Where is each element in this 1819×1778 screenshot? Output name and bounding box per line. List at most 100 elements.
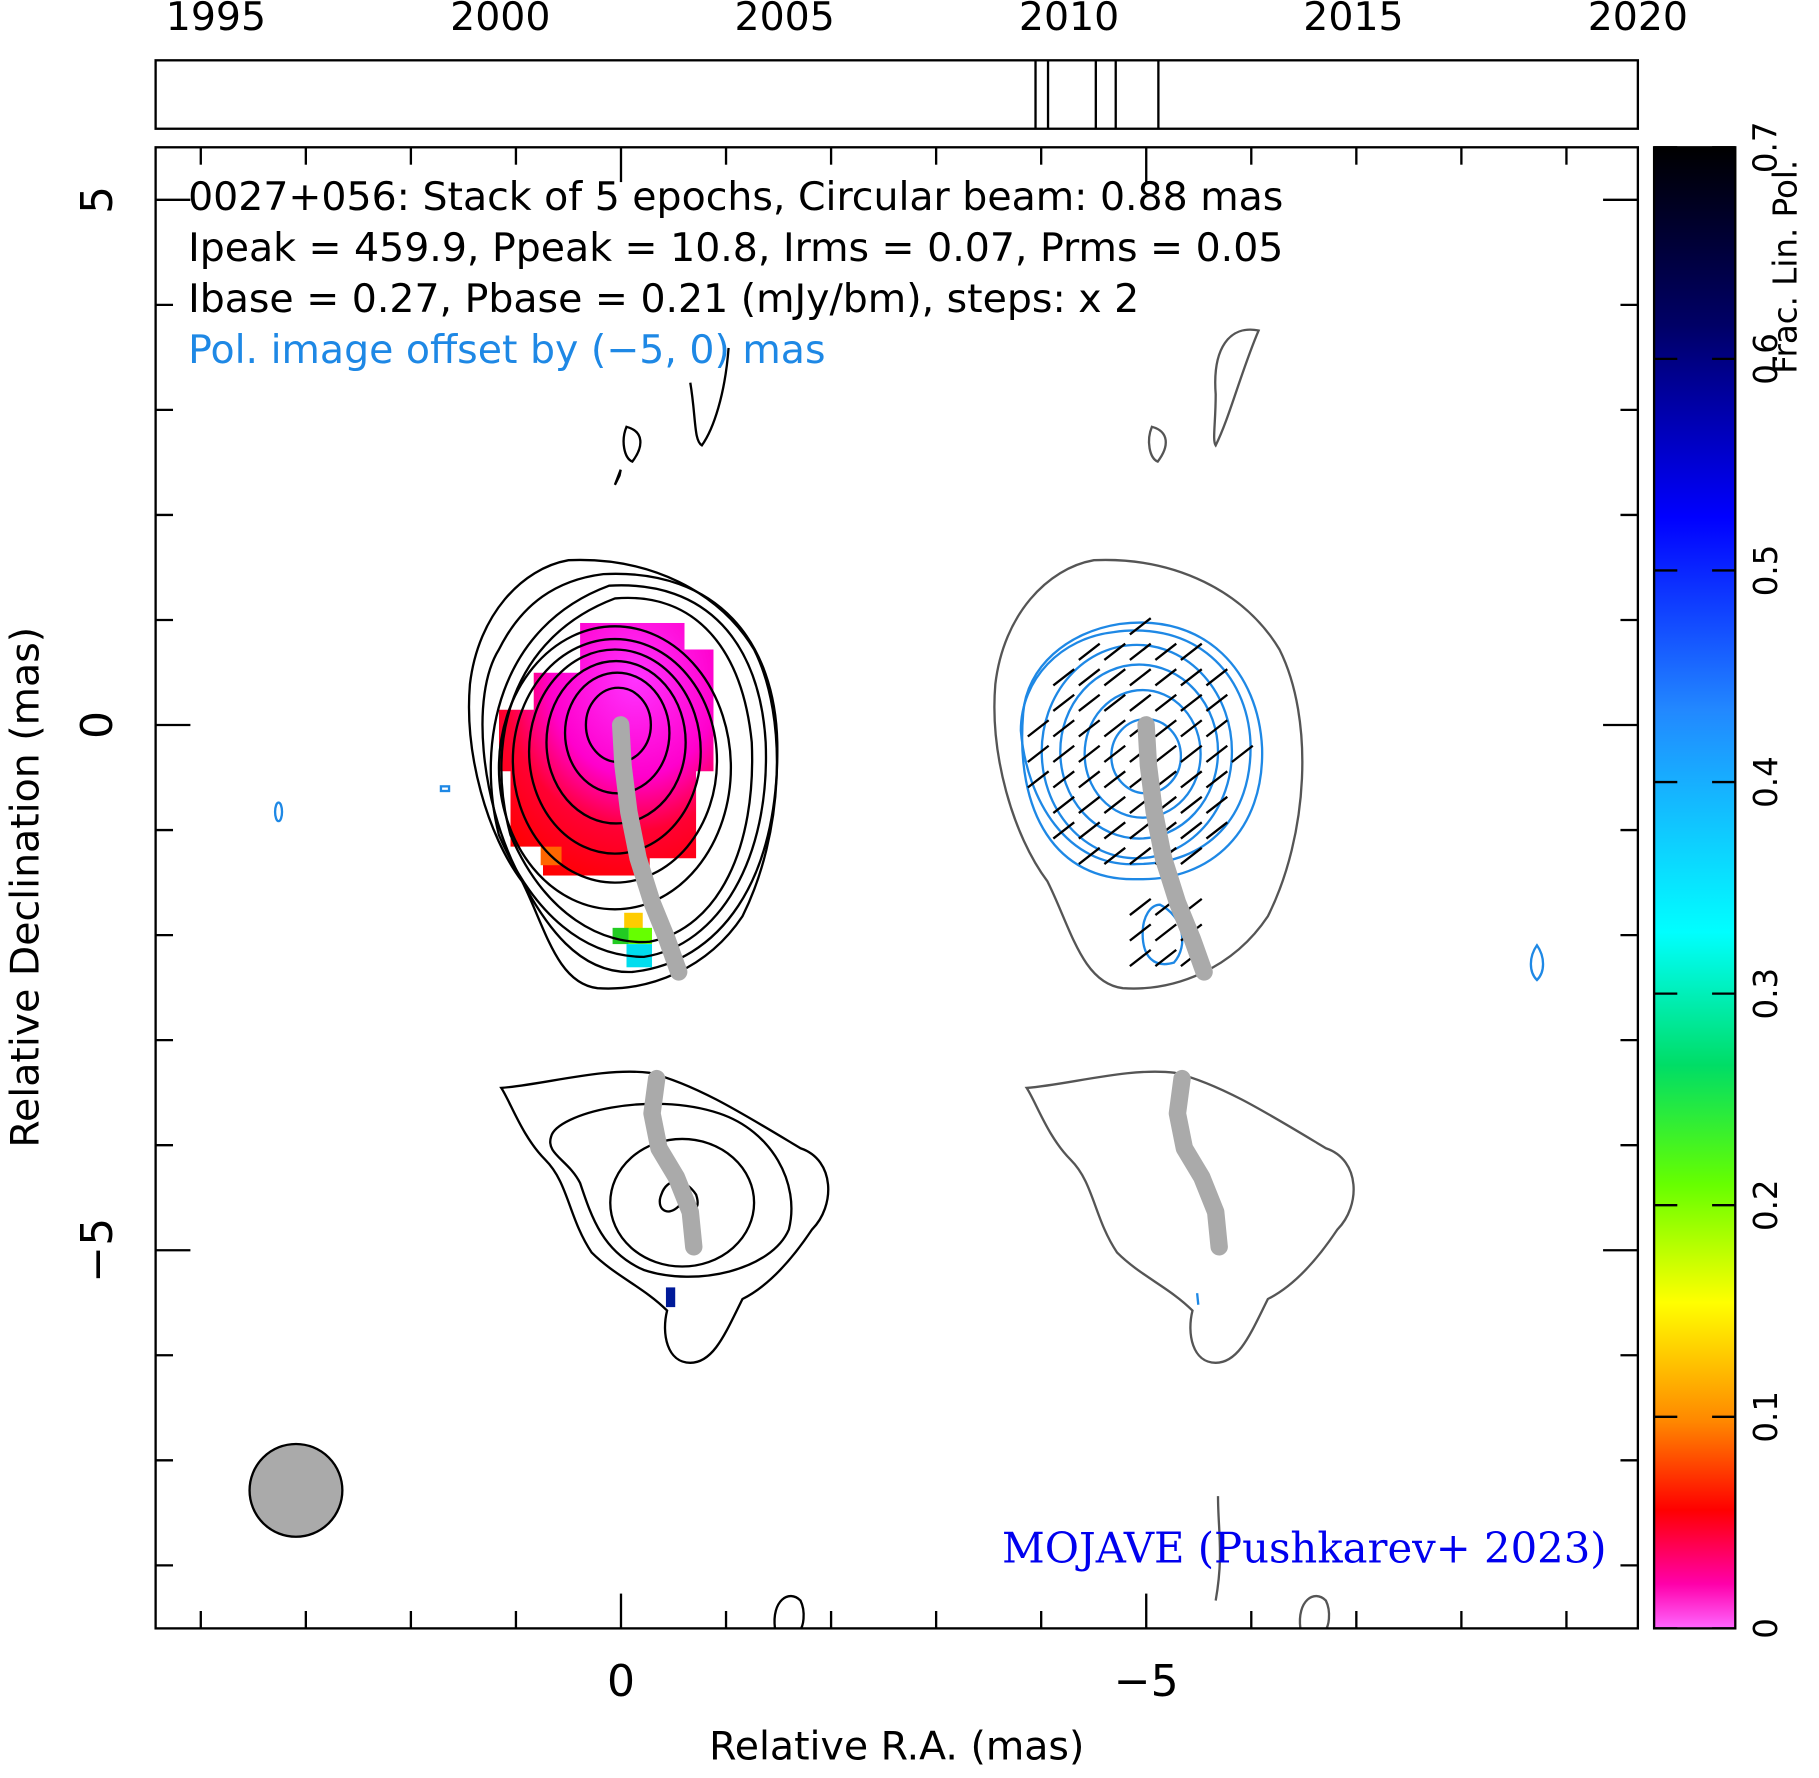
- evpa-tick: [1078, 693, 1101, 712]
- colorbar: [1652, 146, 1737, 1630]
- timeline-tick-label: 2005: [735, 0, 835, 40]
- evpa-tick: [1154, 693, 1177, 712]
- y-tick-label: 0: [72, 711, 123, 739]
- evpa-tick: [1027, 744, 1050, 763]
- beam: [248, 1442, 344, 1538]
- evpa-tick: [1154, 642, 1177, 661]
- pixel: [624, 912, 643, 930]
- evpa-tick: [1129, 846, 1152, 865]
- credit: MOJAVE (Pushkarev+ 2023): [1002, 1523, 1607, 1572]
- colorbar-tick-label: 0.6: [1747, 333, 1785, 385]
- evpa-tick: [1129, 617, 1152, 636]
- evpa-tick: [1205, 719, 1229, 738]
- colorbar-tick-label: 0: [1747, 1618, 1785, 1639]
- evpa-tick: [1052, 795, 1075, 814]
- evpa-tick: [1180, 795, 1203, 814]
- evpa-tick: [1154, 948, 1177, 968]
- evpa-tick: [1103, 846, 1126, 865]
- colorbar-tick-label: 0.7: [1747, 121, 1785, 173]
- evpa-tick: [1078, 795, 1101, 814]
- evpa-tick: [1205, 744, 1229, 763]
- colorbar-tick-label: 0.3: [1747, 968, 1785, 1020]
- timeline-tick-label: 2010: [1019, 0, 1119, 40]
- evpa-tick: [1052, 821, 1075, 840]
- evpa-tick: [1103, 770, 1126, 789]
- timeline-tick-label: 2000: [450, 0, 550, 40]
- x-tick-label: 0: [607, 1656, 635, 1707]
- colorbar-label: Frac. Lin. Pol.: [1766, 160, 1804, 374]
- colorbar-tick-label: 0.5: [1747, 545, 1785, 597]
- evpa-tick: [1180, 821, 1203, 840]
- subtitle: Pol. image offset by (−5, 0) mas: [188, 327, 825, 373]
- timeline-tick-label: 2020: [1588, 0, 1688, 40]
- evpa-tick: [1078, 744, 1101, 763]
- evpa-tick: [1129, 948, 1152, 968]
- ridge-line: [643, 1069, 703, 1256]
- intensity-contours: [467, 347, 830, 1630]
- evpa-tick: [1180, 693, 1203, 712]
- evpa-tick: [1205, 668, 1229, 687]
- colorbar-tick-label: 0.4: [1747, 756, 1785, 808]
- evpa-tick: [1103, 642, 1126, 661]
- evpa-tick: [1052, 744, 1075, 763]
- evpa-tick: [1103, 668, 1126, 687]
- evpa-tick: [1205, 795, 1229, 814]
- evpa-tick: [1027, 770, 1050, 789]
- ridge-line: [1137, 716, 1213, 981]
- plot-body: [248, 328, 1545, 1630]
- y-tick-label: 5: [72, 186, 123, 214]
- evpa-tick: [1052, 668, 1075, 687]
- evpa-tick: [1231, 744, 1254, 763]
- evpa-tick: [1180, 770, 1203, 789]
- evpa-tick: [1078, 846, 1101, 865]
- timeline-tick-label: 2015: [1303, 0, 1403, 40]
- evpa-ticks: [1027, 617, 1254, 968]
- evpa-tick: [1052, 719, 1075, 738]
- evpa-tick: [1129, 668, 1152, 687]
- evpa-tick: [1180, 668, 1203, 687]
- evpa-tick: [1103, 744, 1126, 763]
- evpa-tick: [1205, 770, 1229, 789]
- evpa-tick: [1129, 923, 1152, 942]
- timeline-frame: [154, 59, 1640, 130]
- evpa-tick: [1180, 846, 1203, 865]
- ridge-line: [1168, 1069, 1228, 1256]
- evpa-tick: [1078, 642, 1101, 661]
- x-tick-label: −5: [1114, 1656, 1179, 1707]
- evpa-tick: [1078, 821, 1101, 840]
- polarization-contours: [273, 328, 1545, 1630]
- title-line: 0027+056: Stack of 5 epochs, Circular be…: [188, 174, 1283, 220]
- colorbar-tick-label: 0.2: [1747, 1179, 1785, 1231]
- evpa-tick: [1052, 770, 1075, 789]
- evpa-tick: [1103, 693, 1126, 712]
- evpa-tick: [1103, 719, 1126, 738]
- evpa-tick: [1129, 693, 1152, 712]
- evpa-tick: [1154, 744, 1177, 763]
- evpa-tick: [1154, 668, 1177, 687]
- evpa-tick: [1078, 770, 1101, 789]
- evpa-tick: [1180, 719, 1203, 738]
- evpa-tick: [1180, 744, 1203, 763]
- evpa-tick: [1103, 821, 1126, 840]
- evpa-tick: [1103, 795, 1126, 814]
- evpa-tick: [1205, 693, 1229, 712]
- title-line: Ipeak = 459.9, Ppeak = 10.8, Irms = 0.07…: [188, 225, 1283, 271]
- evpa-tick: [1078, 668, 1101, 687]
- evpa-tick: [1154, 719, 1177, 738]
- evpa-tick: [1129, 821, 1152, 840]
- evpa-tick: [1154, 923, 1177, 942]
- evpa-tick: [1129, 642, 1152, 661]
- y-tick-label: −5: [72, 1218, 123, 1283]
- y-axis-label: Relative Declination (mas): [3, 627, 49, 1148]
- pixel: [628, 927, 653, 945]
- evpa-tick: [1027, 719, 1050, 738]
- evpa-tick: [1078, 719, 1101, 738]
- evpa-tick: [1052, 693, 1075, 712]
- evpa-tick: [1129, 897, 1152, 917]
- evpa-tick: [1180, 642, 1203, 661]
- ridge-line: [612, 716, 688, 981]
- pixel: [665, 1287, 676, 1308]
- evpa-tick: [1205, 821, 1229, 840]
- plot-frame: [154, 146, 1640, 1630]
